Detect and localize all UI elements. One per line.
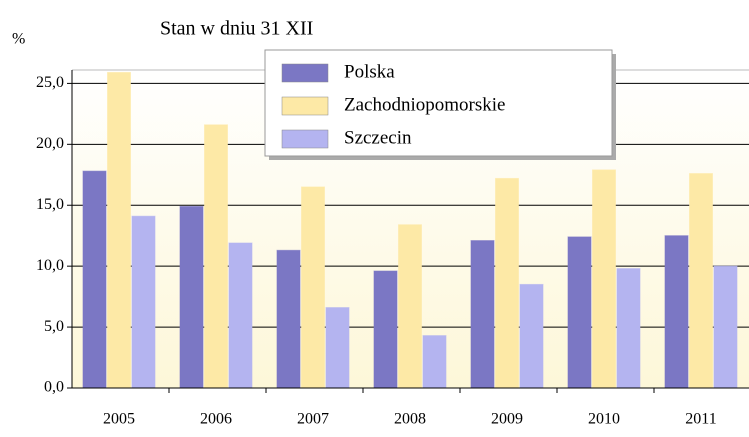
bar	[179, 205, 204, 389]
legend-swatch	[281, 63, 329, 83]
bar	[664, 235, 689, 389]
chart-title: Stan w dniu 31 XII	[160, 18, 313, 40]
legend-swatch	[281, 129, 329, 149]
x-tick-label: 2010	[588, 411, 620, 428]
bar	[689, 173, 713, 389]
bar	[616, 268, 641, 389]
bar	[301, 186, 325, 389]
bar	[519, 283, 544, 389]
bar	[713, 265, 738, 389]
bar	[204, 124, 228, 389]
bar	[470, 240, 495, 389]
bar	[325, 307, 350, 389]
legend-label: Polska	[344, 61, 395, 82]
bar	[592, 169, 616, 389]
bar	[228, 242, 253, 389]
bar	[567, 236, 592, 389]
y-tick-label: 0,0	[44, 379, 64, 396]
bar	[495, 177, 519, 389]
bar	[373, 270, 398, 389]
x-tick-label: 2008	[394, 411, 426, 428]
x-tick-label: 2005	[103, 411, 135, 428]
x-tick-label: 2006	[200, 411, 232, 428]
bar	[398, 224, 422, 389]
y-tick-label: 25,0	[36, 74, 64, 91]
x-tick-label: 2009	[491, 411, 523, 428]
legend-swatch	[281, 96, 329, 116]
y-axis-label: %	[12, 31, 25, 48]
bar	[82, 170, 107, 389]
legend-label: Szczecin	[344, 127, 412, 148]
bar	[276, 249, 301, 389]
y-tick-label: 15,0	[36, 196, 64, 213]
x-tick-label: 2011	[685, 411, 716, 428]
y-tick-label: 5,0	[44, 318, 64, 335]
bar	[107, 71, 131, 389]
y-tick-label: 20,0	[36, 135, 64, 152]
legend-label: Zachodniopomorskie	[344, 94, 505, 115]
x-tick-label: 2007	[297, 411, 329, 428]
y-tick-label: 10,0	[36, 257, 64, 274]
bar	[422, 335, 447, 389]
bar	[131, 215, 156, 389]
